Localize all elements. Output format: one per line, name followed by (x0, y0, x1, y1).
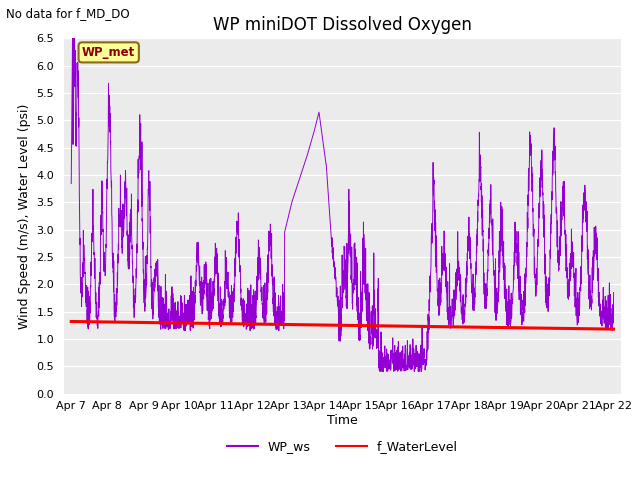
Title: WP miniDOT Dissolved Oxygen: WP miniDOT Dissolved Oxygen (213, 16, 472, 34)
Y-axis label: Wind Speed (m/s), Water Level (psi): Wind Speed (m/s), Water Level (psi) (18, 103, 31, 329)
Text: WP_met: WP_met (82, 46, 135, 59)
Text: No data for f_MD_DO: No data for f_MD_DO (6, 7, 130, 20)
X-axis label: Time: Time (327, 414, 358, 427)
Legend: WP_ws, f_WaterLevel: WP_ws, f_WaterLevel (221, 435, 463, 458)
